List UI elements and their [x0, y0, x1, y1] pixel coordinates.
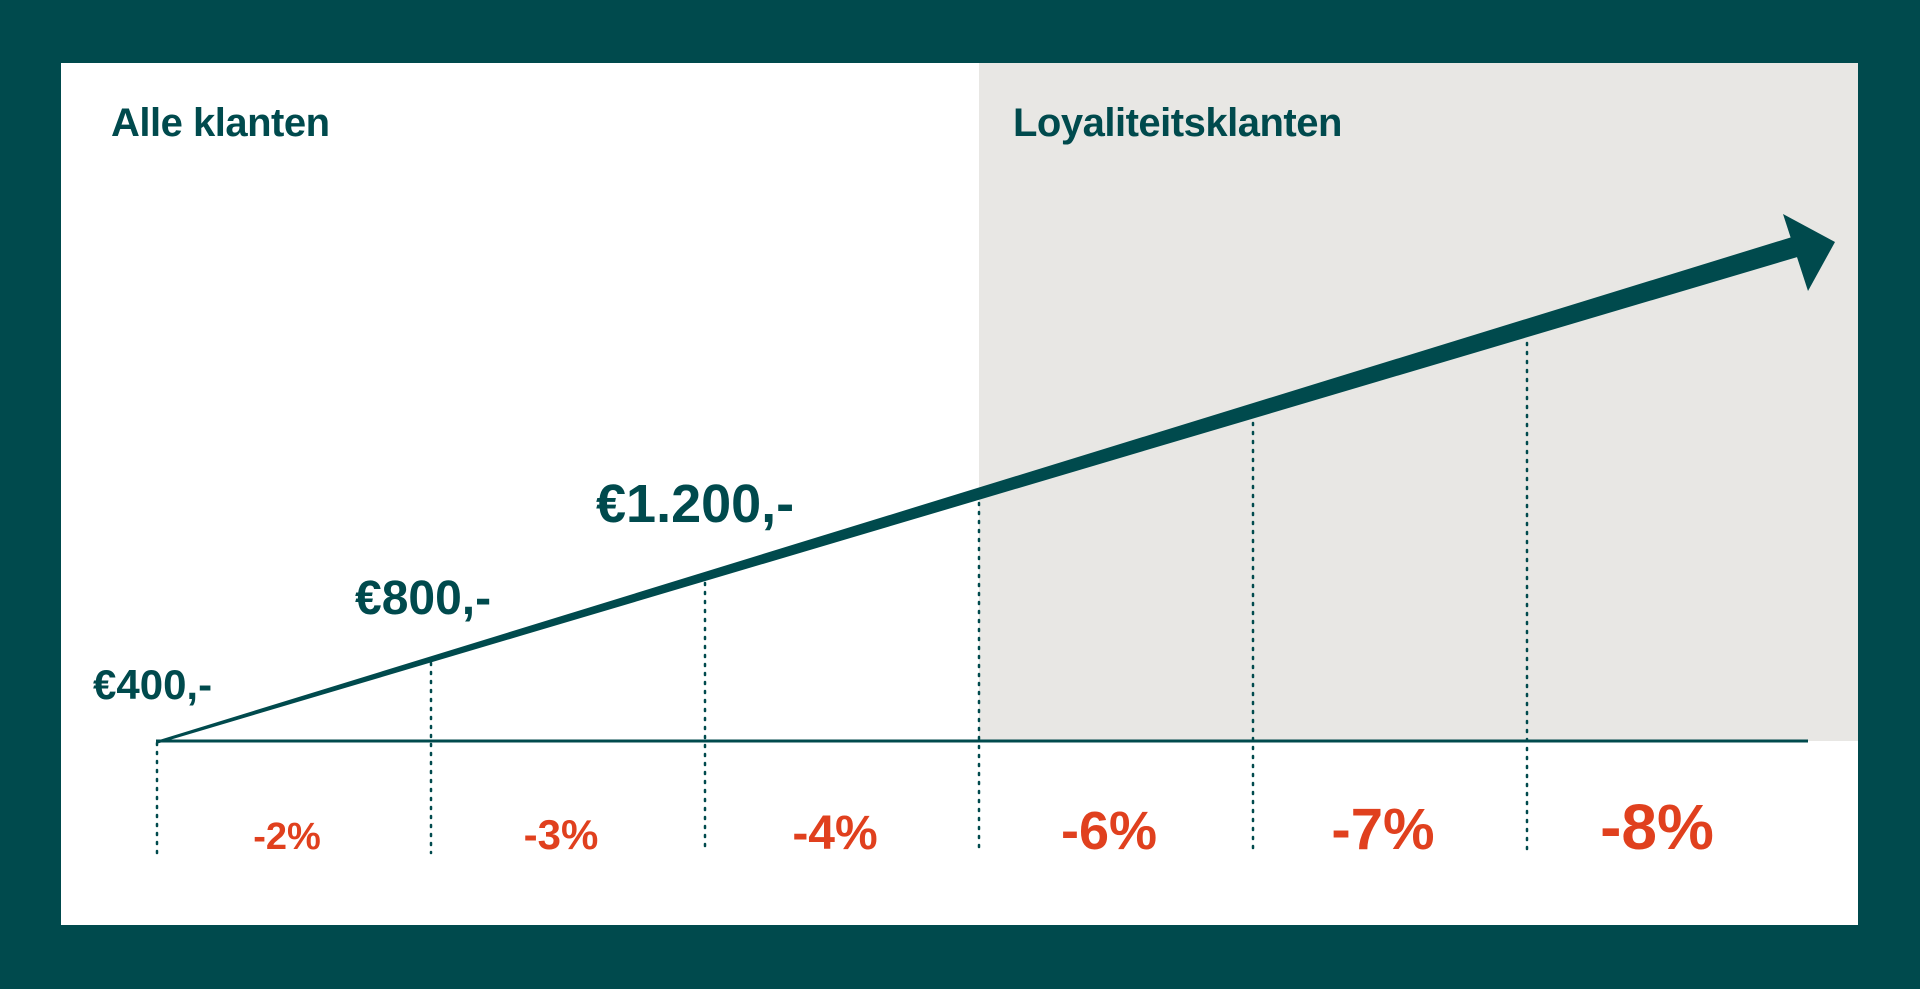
discount-label: -4% [792, 807, 877, 860]
diagram-panel: Alle klanten Loyaliteitsklanten €400,- €… [61, 63, 1858, 925]
growth-arrow-head [1783, 214, 1835, 291]
all-customers-title: Alle klanten [111, 101, 330, 145]
discount-label: -7% [1331, 797, 1434, 862]
loyalty-customers-title: Loyaliteitsklanten [1013, 101, 1342, 145]
growth-diagram: €400,- €800,- €1.200,- -2% -3% -4% -6% -… [93, 214, 1835, 863]
growth-arrow [156, 233, 1811, 744]
discount-label: -3% [524, 811, 599, 858]
price-label-1200: €1.200,- [596, 474, 794, 534]
discount-label: -2% [253, 816, 321, 858]
price-label-800: €800,- [355, 572, 491, 625]
discount-label: -8% [1600, 791, 1714, 863]
loyalty-zone-background [979, 63, 1858, 741]
dotted-dividers [155, 341, 1529, 855]
discount-label: -6% [1061, 801, 1157, 861]
price-label-400: €400,- [93, 661, 212, 708]
